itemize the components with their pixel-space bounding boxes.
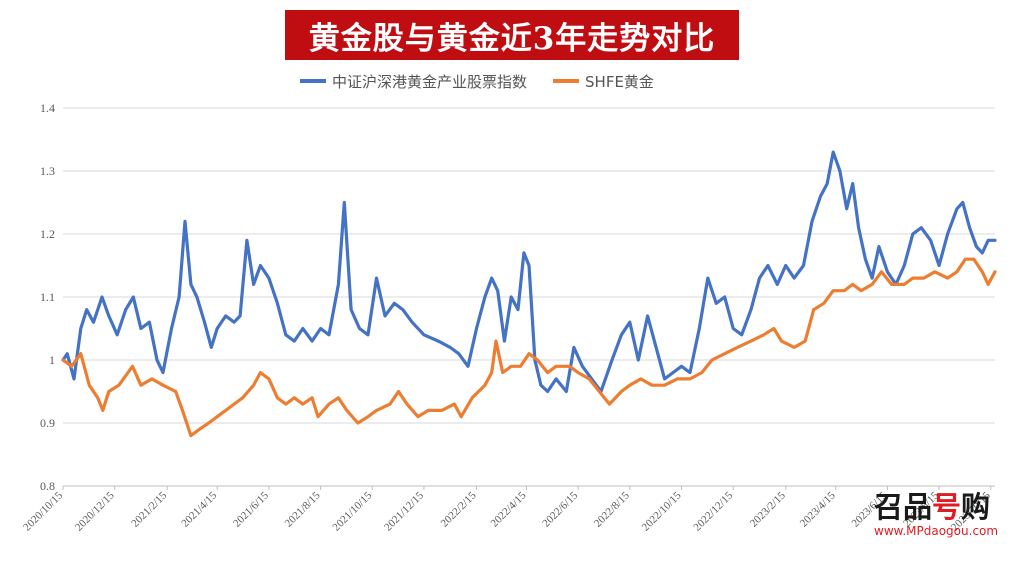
legend-swatch-orange: [553, 79, 580, 83]
x-tick-label: 2022/4/15: [489, 489, 529, 529]
y-tick-label: 0.8: [40, 479, 55, 493]
x-tick-label: 2021/10/15: [330, 489, 374, 533]
series-line-shfe-gold: [61, 257, 997, 438]
x-tick-label: 2022/8/15: [592, 489, 632, 529]
legend: 中证沪深港黄金产业股票指数 SHFE黄金: [300, 70, 680, 92]
x-tick-label: 2020/12/15: [73, 489, 117, 533]
y-tick-label: 1.4: [40, 101, 55, 115]
watermark-logo-main: 召品: [874, 490, 933, 524]
series-line-gold-stock-index: [61, 150, 997, 394]
y-tick-label: 1.2: [40, 227, 55, 241]
watermark-logo-accent: 号: [932, 490, 962, 524]
y-tick-label: 1.3: [40, 164, 55, 178]
series-lines: [61, 150, 997, 438]
x-tick-label: 2021/6/15: [231, 489, 271, 529]
x-tick-label: 2021/8/15: [283, 489, 323, 529]
chart-title: 黄金股与黄金近3年走势对比: [308, 20, 716, 57]
legend-item-gold-stock-index: 中证沪深港黄金产业股票指数: [300, 71, 527, 92]
legend-label-gold-stock-index: 中证沪深港黄金产业股票指数: [332, 72, 528, 91]
legend-swatch-blue: [300, 79, 326, 83]
y-tick-label: 0.9: [40, 416, 55, 430]
y-axis-ticks: 0.8 0.9 1 1.1 1.2 1.3 1.4: [40, 101, 55, 493]
watermark-logo: 召品号购: [874, 490, 1022, 524]
x-tick-label: 2022/2/15: [439, 489, 479, 529]
x-tick-label: 2022/12/15: [691, 489, 735, 533]
gridlines: [63, 107, 995, 424]
x-tick-label: 2022/6/15: [540, 489, 580, 529]
watermark: 召品号购 www.MPdaogou.com: [874, 490, 1022, 562]
x-tick-label: 2023/2/15: [748, 489, 788, 529]
y-tick-label: 1: [49, 353, 55, 367]
x-tick-label: 2021/12/15: [382, 489, 426, 533]
x-tick-label: 2022/10/15: [640, 489, 684, 533]
watermark-url: www.MPdaogou.com: [874, 524, 999, 538]
x-tick-label: 2021/2/15: [129, 489, 169, 529]
x-tick-label: 2023/4/15: [798, 489, 838, 529]
legend-item-shfe-gold: SHFE黄金: [553, 71, 654, 92]
chart-title-banner: 黄金股与黄金近3年走势对比: [285, 10, 739, 60]
x-axis-ticks: 2020/10/15 2020/12/15 2021/2/15 2021/4/15 20…: [21, 486, 993, 534]
x-tick-label: 2021/4/15: [179, 489, 219, 529]
y-tick-label: 1.1: [40, 290, 55, 304]
legend-label-shfe-gold: SHFE黄金: [585, 72, 654, 91]
x-tick-label: 2020/10/15: [21, 489, 65, 533]
watermark-logo-tail: 购: [961, 490, 991, 524]
